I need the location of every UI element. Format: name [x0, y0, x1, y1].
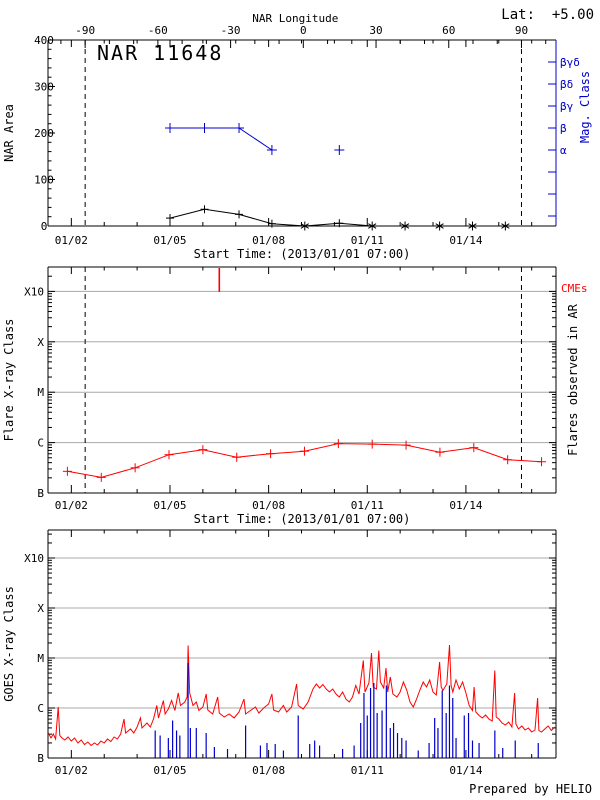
- mag-class-tick-label: βγδ: [560, 56, 580, 69]
- goes-flux-series: [47, 644, 556, 747]
- date-tick-label: 01/08: [252, 234, 285, 247]
- nar-area-series: [165, 205, 510, 231]
- active-region-title: NAR 11648: [97, 41, 224, 65]
- flux-class-tick-label: X10: [24, 285, 44, 298]
- goes-flux-panel: B C M X X10 01/02 01/05 01/08 01/11 01/14 GOES X-r…: [2, 529, 557, 777]
- start-time-label: Start Time: (2013/01/01 07:00): [194, 247, 411, 261]
- longitude-tick-label: 90: [515, 24, 528, 37]
- log-axis: B C M X X10: [24, 533, 556, 765]
- flux-class-tick-label: C: [37, 437, 44, 450]
- nar-area-tick-label: 300: [34, 81, 54, 94]
- date-tick-label: 01/11: [351, 499, 384, 512]
- mag-class-tick-label: βγ: [560, 100, 574, 113]
- goes-class-axis-title: GOES X-ray Class: [2, 586, 16, 702]
- cmes-label: CMEs: [561, 282, 588, 295]
- mag-class-axis-title: Mag. Class: [578, 71, 592, 143]
- date-tick-label: 01/02: [55, 234, 88, 247]
- flux-class-tick-label: X10: [24, 552, 44, 565]
- nar-area-tick-label: 400: [34, 34, 54, 47]
- longitude-tick-label: -30: [221, 24, 241, 37]
- date-tick-label: 01/14: [449, 764, 482, 777]
- longitude-tick-label: -90: [75, 24, 95, 37]
- date-tick-label: 01/14: [449, 234, 482, 247]
- log-axis: B C M X X10: [24, 275, 556, 500]
- date-tick-label: 01/02: [55, 499, 88, 512]
- flux-class-tick-label: X: [37, 336, 44, 349]
- mag-class-tick-label: α: [560, 144, 567, 157]
- date-tick-label: 01/08: [252, 499, 285, 512]
- nar-area-panel: 0 100 200 300 400 NAR Area -90 -60 -30 0 30 60 90 NAR…: [2, 12, 592, 261]
- flux-class-tick-label: B: [37, 487, 44, 500]
- date-axis-ticks: 01/02 01/05 01/08 01/11 01/14: [55, 40, 533, 247]
- date-axis-ticks: 01/02 01/05 01/08 01/11 01/14: [55, 267, 533, 512]
- flare-spike-series: [154, 663, 539, 758]
- nar-area-tick-label: 200: [34, 127, 54, 140]
- flux-class-tick-label: C: [37, 702, 44, 715]
- date-axis-ticks: 01/02 01/05 01/08 01/11 01/14: [55, 530, 533, 777]
- cme-event-markers: CMEs: [218, 268, 588, 295]
- nar-area-tick-label: 0: [41, 220, 48, 233]
- date-tick-label: 01/05: [153, 234, 186, 247]
- flux-class-tick-label: M: [37, 386, 44, 399]
- longitude-tick-label: 30: [369, 24, 382, 37]
- longitude-tick-label: -60: [148, 24, 168, 37]
- flare-level-series: [62, 439, 547, 482]
- credit-label: Prepared by HELIO: [469, 782, 592, 796]
- longitude-tick-label: 0: [300, 24, 307, 37]
- flux-class-tick-label: X: [37, 602, 44, 615]
- decade-gridlines: [48, 557, 556, 709]
- date-tick-label: 01/05: [153, 764, 186, 777]
- mag-class-series: [164, 123, 345, 155]
- flares-observed-label: Flares observed in AR: [566, 303, 580, 455]
- flux-class-tick-label: B: [37, 752, 44, 765]
- decade-gridlines: [48, 290, 556, 444]
- latitude-label: Lat: +5.00: [501, 7, 594, 23]
- longitude-tick-label: 60: [442, 24, 455, 37]
- date-tick-label: 01/14: [449, 499, 482, 512]
- flare-class-axis-title: Flare X-ray Class: [2, 319, 16, 442]
- flare-class-panel: B C M X X10 01/02 01/05 01/08 01/11 01/14 Start Ti…: [2, 266, 588, 526]
- date-tick-label: 01/02: [55, 764, 88, 777]
- nar-area-axis-title: NAR Area: [2, 104, 16, 162]
- mag-class-axis: βγδ βδ βγ βα Mag. Class: [548, 56, 592, 217]
- date-tick-label: 01/11: [351, 764, 384, 777]
- longitude-axis: -90 -60 -30 0 30 60 90 NAR Longitude: [60, 12, 547, 48]
- mag-class-tick-label: β: [560, 122, 567, 135]
- flux-class-tick-label: M: [37, 652, 44, 665]
- start-time-label: Start Time: (2013/01/01 07:00): [194, 512, 411, 526]
- date-tick-label: 01/11: [351, 234, 384, 247]
- longitude-axis-title: NAR Longitude: [252, 12, 338, 25]
- nar-area-tick-label: 100: [34, 174, 54, 187]
- date-tick-label: 01/08: [252, 764, 285, 777]
- nar-area-axis: 0 100 200 300 400 NAR Area: [2, 34, 55, 233]
- date-tick-label: 01/05: [153, 499, 186, 512]
- mag-class-tick-label: βδ: [560, 78, 573, 91]
